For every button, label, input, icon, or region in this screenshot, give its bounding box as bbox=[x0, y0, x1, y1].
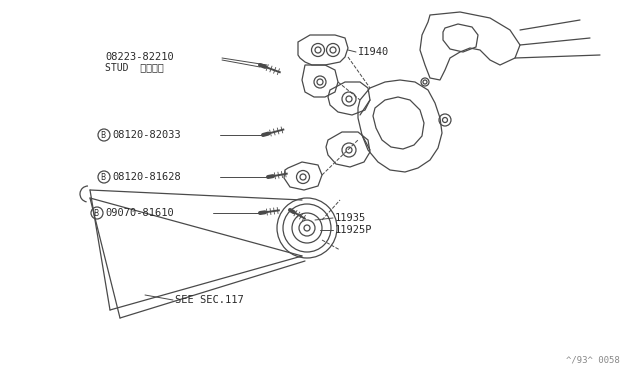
Text: 09070-81610: 09070-81610 bbox=[105, 208, 173, 218]
Text: SEE SEC.117: SEE SEC.117 bbox=[175, 295, 244, 305]
Text: 08120-81628: 08120-81628 bbox=[112, 172, 180, 182]
Text: B: B bbox=[93, 208, 99, 218]
Text: B: B bbox=[100, 173, 106, 182]
Text: STUD  スタッド: STUD スタッド bbox=[105, 62, 164, 72]
Text: 08223-82210: 08223-82210 bbox=[105, 52, 173, 62]
Text: 11925P: 11925P bbox=[335, 225, 372, 235]
Text: 11935: 11935 bbox=[335, 213, 366, 223]
Text: I1940: I1940 bbox=[358, 47, 389, 57]
Text: ^/93^ 0058: ^/93^ 0058 bbox=[566, 356, 620, 365]
Text: B: B bbox=[100, 131, 106, 140]
Text: 08120-82033: 08120-82033 bbox=[112, 130, 180, 140]
